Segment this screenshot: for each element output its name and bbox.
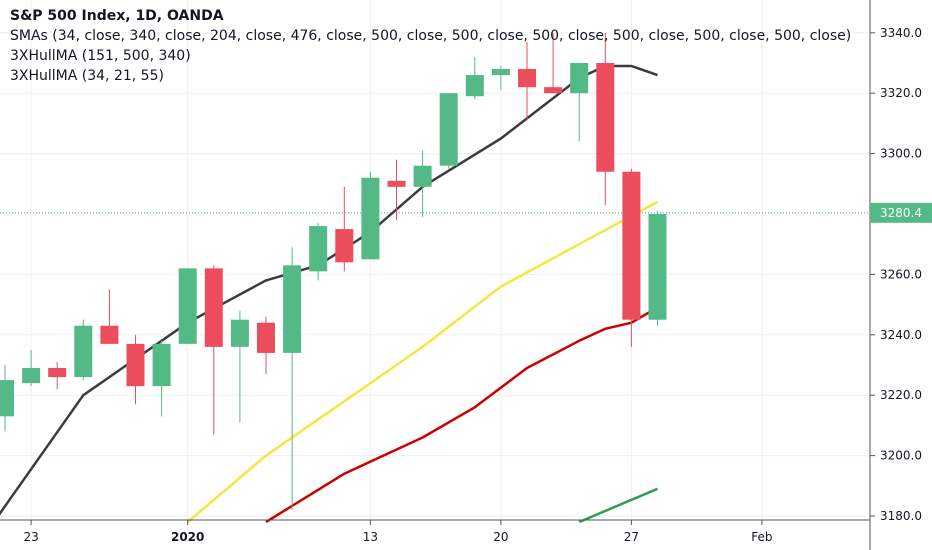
candle-body [74,325,93,378]
candlestick-series [0,32,667,510]
candle-body [283,265,302,353]
x-tick-label: Feb [751,530,772,544]
x-tick-label: 13 [363,530,378,544]
y-tick-label: 3240.0 [880,328,922,342]
candle-body [230,319,249,347]
y-tick-label: 3220.0 [880,388,922,402]
candle-body [387,180,406,187]
y-tick-label: 3300.0 [880,147,922,161]
candle-body [361,177,380,260]
x-tick-label: 2020 [171,530,204,544]
candle-body [0,380,14,417]
candle-body [465,75,484,97]
candle-body [100,325,119,344]
chart-title: S&P 500 Index, 1D, OANDA [10,8,224,24]
legend-hullma-1: 3XHullMA (151, 500, 340) [10,48,191,64]
indicator-lines [0,64,659,524]
indicator-line [578,487,658,524]
indicator-line [186,200,659,523]
candle-body [309,226,328,272]
y-tick-label: 3320.0 [880,86,922,100]
x-tick-label: 27 [624,530,639,544]
candle-body [622,171,641,320]
x-tick-label: 20 [493,530,508,544]
chart-legend: S&P 500 Index, 1D, OANDA SMAs (34, close… [10,6,851,86]
candle-body [413,165,432,187]
candle-body [570,63,589,94]
y-tick-label: 3340.0 [880,26,922,40]
candle-body [204,268,223,347]
y-tick-label: 3200.0 [880,449,922,463]
candle-body [596,63,615,172]
candle-body [22,368,41,384]
y-tick-label: 3180.0 [880,509,922,523]
candle-body [126,343,145,387]
x-tick-label: 23 [23,530,38,544]
candle-body [518,69,536,88]
legend-hullma-2: 3XHullMA (34, 21, 55) [10,68,164,84]
last-price-tag [870,202,932,223]
candle-body [257,322,275,353]
candle-body [152,343,171,387]
indicator-line [0,64,658,516]
indicator-line [265,306,659,524]
legend-smas: SMAs (34, close, 340, close, 204, close,… [10,28,852,44]
y-tick-label: 3260.0 [880,267,922,281]
candle-body [178,268,197,344]
candle-body [439,93,458,166]
candle-body [48,368,67,378]
last-price-label: 3280.4 [880,206,922,220]
candle-body [544,87,563,94]
candle-body [648,214,667,320]
candle-body [491,69,510,76]
candle-body [335,229,354,263]
